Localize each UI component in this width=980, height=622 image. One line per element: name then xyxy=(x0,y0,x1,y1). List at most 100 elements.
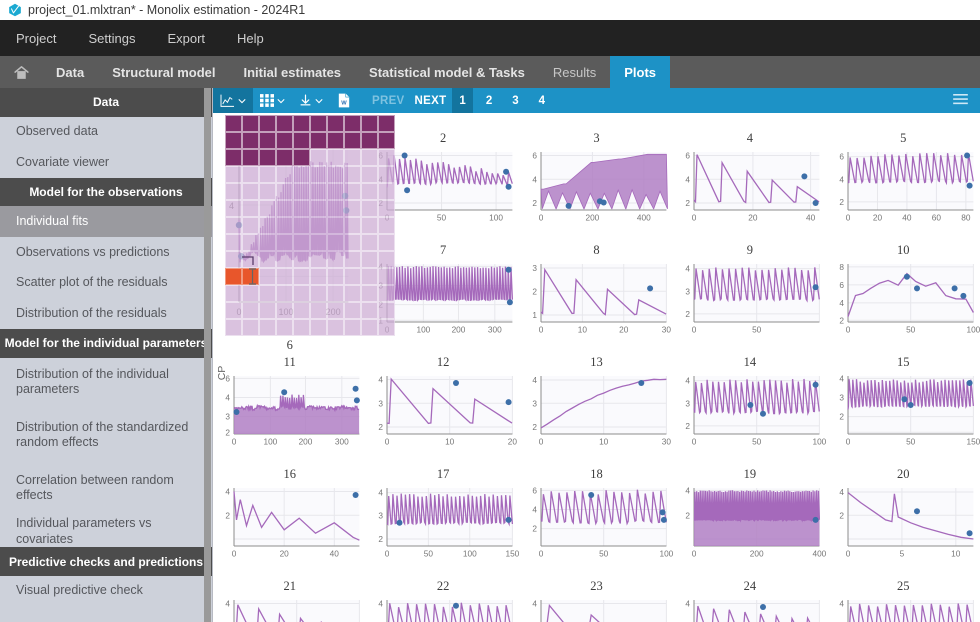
svg-text:200: 200 xyxy=(452,324,466,334)
svg-text:0: 0 xyxy=(845,212,850,222)
svg-text:2: 2 xyxy=(532,524,537,534)
svg-text:50: 50 xyxy=(906,324,916,334)
svg-text:W: W xyxy=(341,101,347,107)
svg-text:3: 3 xyxy=(379,398,384,408)
svg-text:0: 0 xyxy=(232,548,237,558)
svg-text:0: 0 xyxy=(845,548,850,558)
svg-text:200: 200 xyxy=(299,436,313,446)
svg-text:10: 10 xyxy=(445,436,455,446)
svg-text:4: 4 xyxy=(686,599,691,609)
svg-text:300: 300 xyxy=(488,324,502,334)
svg-text:0: 0 xyxy=(845,436,850,446)
svg-text:4: 4 xyxy=(379,599,384,609)
svg-text:100: 100 xyxy=(966,324,980,334)
svg-text:400: 400 xyxy=(813,548,827,558)
svg-text:6: 6 xyxy=(839,152,844,162)
svg-text:100: 100 xyxy=(490,212,504,222)
svg-text:4: 4 xyxy=(686,376,691,386)
svg-text:2: 2 xyxy=(839,315,844,325)
svg-text:150: 150 xyxy=(506,548,520,558)
svg-text:10: 10 xyxy=(951,548,961,558)
svg-text:2: 2 xyxy=(225,510,230,520)
svg-text:4: 4 xyxy=(379,375,384,385)
svg-text:4: 4 xyxy=(532,375,537,385)
svg-text:4: 4 xyxy=(225,599,230,609)
svg-text:4: 4 xyxy=(839,487,844,497)
svg-text:2: 2 xyxy=(686,198,691,208)
svg-text:200: 200 xyxy=(750,548,764,558)
svg-text:80: 80 xyxy=(961,212,971,222)
svg-text:2: 2 xyxy=(839,412,844,422)
svg-text:4: 4 xyxy=(532,599,537,609)
svg-text:4: 4 xyxy=(532,174,537,184)
svg-text:6: 6 xyxy=(532,151,537,161)
svg-text:2: 2 xyxy=(225,427,230,437)
svg-text:4: 4 xyxy=(686,264,691,274)
svg-text:50: 50 xyxy=(437,212,447,222)
svg-text:400: 400 xyxy=(637,212,651,222)
svg-text:0: 0 xyxy=(385,548,390,558)
svg-text:2: 2 xyxy=(839,197,844,207)
svg-text:1: 1 xyxy=(532,310,537,320)
svg-text:0: 0 xyxy=(538,548,543,558)
svg-text:2: 2 xyxy=(532,422,537,432)
svg-text:2: 2 xyxy=(532,198,537,208)
svg-text:20: 20 xyxy=(872,212,882,222)
svg-text:2: 2 xyxy=(686,510,691,520)
svg-text:3: 3 xyxy=(686,286,691,296)
svg-text:4: 4 xyxy=(686,485,691,495)
svg-text:150: 150 xyxy=(966,436,980,446)
svg-text:50: 50 xyxy=(906,436,916,446)
svg-text:3: 3 xyxy=(379,510,384,520)
svg-text:4: 4 xyxy=(225,487,230,497)
svg-text:0: 0 xyxy=(692,436,697,446)
svg-text:40: 40 xyxy=(806,212,816,222)
svg-text:0: 0 xyxy=(538,324,543,334)
svg-text:40: 40 xyxy=(902,212,912,222)
svg-text:4: 4 xyxy=(839,298,844,308)
svg-text:0: 0 xyxy=(538,212,543,222)
svg-text:0: 0 xyxy=(385,436,390,446)
svg-text:2: 2 xyxy=(686,421,691,431)
svg-text:6: 6 xyxy=(839,280,844,290)
svg-text:2: 2 xyxy=(379,422,384,432)
svg-text:3: 3 xyxy=(686,398,691,408)
svg-text:0: 0 xyxy=(845,324,850,334)
svg-text:3: 3 xyxy=(532,263,537,273)
svg-text:50: 50 xyxy=(752,324,762,334)
svg-text:200: 200 xyxy=(585,212,599,222)
svg-text:0: 0 xyxy=(692,548,697,558)
svg-text:100: 100 xyxy=(417,324,431,334)
svg-text:50: 50 xyxy=(424,548,434,558)
svg-text:4: 4 xyxy=(839,174,844,184)
svg-text:2: 2 xyxy=(379,534,384,544)
svg-text:4: 4 xyxy=(686,174,691,184)
svg-text:5: 5 xyxy=(899,548,904,558)
svg-text:10: 10 xyxy=(599,436,609,446)
svg-text:60: 60 xyxy=(931,212,941,222)
svg-text:2: 2 xyxy=(686,309,691,319)
svg-text:8: 8 xyxy=(839,262,844,272)
svg-text:300: 300 xyxy=(335,436,349,446)
svg-text:10: 10 xyxy=(578,324,588,334)
svg-text:100: 100 xyxy=(659,548,673,558)
svg-text:3: 3 xyxy=(225,412,230,422)
svg-text:4: 4 xyxy=(532,505,537,515)
svg-text:20: 20 xyxy=(748,212,758,222)
svg-text:100: 100 xyxy=(813,436,827,446)
svg-text:50: 50 xyxy=(599,548,609,558)
svg-text:0: 0 xyxy=(692,212,697,222)
svg-text:3: 3 xyxy=(532,398,537,408)
svg-text:4: 4 xyxy=(839,599,844,609)
svg-text:100: 100 xyxy=(463,548,477,558)
svg-text:2: 2 xyxy=(532,286,537,296)
svg-text:20: 20 xyxy=(619,324,629,334)
svg-text:30: 30 xyxy=(662,324,672,334)
svg-text:6: 6 xyxy=(686,151,691,161)
svg-text:0: 0 xyxy=(692,324,697,334)
svg-text:4: 4 xyxy=(839,373,844,383)
svg-text:100: 100 xyxy=(263,436,277,446)
svg-text:20: 20 xyxy=(280,548,290,558)
svg-text:2: 2 xyxy=(839,510,844,520)
svg-text:0: 0 xyxy=(538,436,543,446)
